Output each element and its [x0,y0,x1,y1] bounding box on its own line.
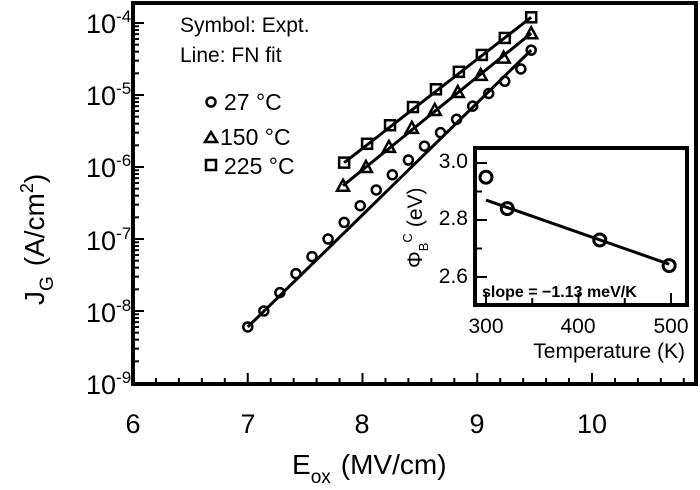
svg-text:500: 500 [653,315,688,338]
triangle-marker-icon [202,129,220,144]
triangle-marker [334,177,352,192]
inset-y-axis-label: ΦBC(eV) [400,187,431,268]
svg-text:10-5: 10-5 [86,79,131,111]
inset-x-tick-labels: 300 400 500 [468,315,688,338]
circle-marker [338,216,350,229]
circle-marker [306,250,318,263]
circle-marker-icon [205,96,217,108]
square-marker [337,156,351,169]
circle-marker [499,75,511,88]
circle-marker [370,184,383,196]
svg-text:7: 7 [240,409,255,439]
svg-text:9: 9 [469,409,484,439]
triangle-marker [449,83,466,99]
svg-text:400: 400 [560,315,595,338]
x-tick-labels: 6 7 8 9 10 [125,409,607,439]
circle-marker [402,154,415,166]
svg-text:150 °C: 150 °C [220,124,291,150]
square-marker [452,65,466,79]
svg-text:8: 8 [354,409,369,439]
circle-marker [450,113,463,126]
circle-marker [354,199,366,212]
legend: Symbol: Expt. Line: FN fit 27 °C 150 °C … [180,14,310,179]
slope-annotation: slope = −1.13 meV/K [482,284,637,301]
svg-text:10-6: 10-6 [86,151,131,183]
inset-y-tick-labels: 3.0 2.8 2.6 [439,150,468,288]
triangle-marker [380,138,397,154]
circle-marker [515,63,527,75]
data-series [242,11,540,333]
svg-text:2.6: 2.6 [439,265,468,288]
inset-fit-line [485,198,670,266]
inset-frame [473,146,689,307]
square-marker [475,48,489,62]
triangle-marker [495,49,512,64]
inset-circle-marker [499,201,515,217]
circle-marker [434,126,447,139]
circle-marker [466,100,479,112]
y-tick-labels: 10-4 10-5 10-6 10-7 10-8 10-9 [86,7,131,400]
svg-text:10-9: 10-9 [86,368,131,400]
inset-circle-marker [661,258,677,274]
square-marker [524,11,538,24]
circle-marker [322,233,334,245]
square-marker [498,31,512,45]
square-marker [406,100,420,114]
svg-text:10-7: 10-7 [86,224,131,256]
square-marker-icon [204,158,218,172]
triangle-marker [426,101,443,117]
svg-text:225 °C: 225 °C [224,153,295,179]
circle-marker [274,286,286,299]
x-axis-ticks [132,373,685,383]
svg-text:10-4: 10-4 [86,7,131,39]
inset-x-axis-label: Temperature (K) [533,340,685,363]
svg-text:27 °C: 27 °C [224,89,282,115]
svg-text:10-8: 10-8 [86,296,131,328]
inset-circle-marker [478,169,494,185]
svg-text:6: 6 [125,409,140,439]
svg-text:2.8: 2.8 [439,207,468,230]
circle-marker [482,87,495,100]
svg-text:3.0: 3.0 [439,150,468,173]
circle-marker [242,321,254,333]
triangle-marker [523,24,540,40]
circle-marker [418,140,431,152]
triangle-marker [403,119,420,135]
x-axis-label: Eox (MV/cm) [292,449,447,488]
svg-text:300: 300 [468,315,503,338]
circle-marker [290,267,302,280]
triangle-marker [357,158,375,174]
legend-symbol-text: Symbol: Expt. [180,14,310,37]
y-axis-ticks [134,22,144,384]
circle-marker [258,305,270,317]
svg-text:10: 10 [577,409,607,439]
y-axis-label: JG(A/cm2) [17,174,58,305]
inset-circle-marker [592,232,608,248]
square-marker [360,137,374,151]
square-marker [429,83,443,96]
inset-plot: 3.0 2.8 2.6 300 400 500 Temperature (K) … [400,146,689,363]
triangle-marker [472,66,489,82]
plot-frame [131,1,698,386]
circle-marker [525,44,537,56]
legend-line-text: Line: FN fit [180,44,282,67]
circle-marker [386,169,399,181]
square-marker [383,119,397,132]
